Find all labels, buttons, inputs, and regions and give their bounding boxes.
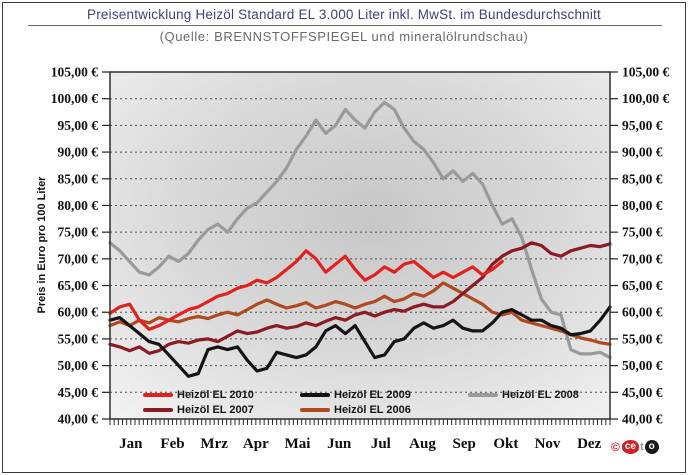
month-label: Nov xyxy=(535,436,561,452)
legend: Heizöl EL 2010 Heizöl EL 2009 Heizöl EL … xyxy=(143,388,618,416)
series-line-2006 xyxy=(108,281,612,346)
copyright-icon: © xyxy=(611,440,620,454)
y-tick-label-left: 50,00 € xyxy=(58,358,99,373)
y-tick-label-right: 65,00 € xyxy=(622,278,663,293)
month-label: Jul xyxy=(371,436,391,452)
y-tick-label-left: 80,00 € xyxy=(58,198,99,213)
month-label: Aug xyxy=(409,436,436,452)
month-label: Jan xyxy=(119,436,143,452)
y-tick-label-left: 45,00 € xyxy=(58,385,99,400)
legend-swatch-2007-icon xyxy=(143,407,173,412)
y-tick-label-right: 100,00 € xyxy=(622,91,670,106)
legend-label-2006: Heizöl EL 2006 xyxy=(334,403,411,416)
plot-frame xyxy=(109,71,611,420)
legend-label-2008: Heizöl EL 2008 xyxy=(502,388,579,401)
legend-label-2007: Heizöl EL 2007 xyxy=(177,403,254,416)
y-tick-label-right: 75,00 € xyxy=(622,225,663,240)
series-line-2010 xyxy=(108,249,504,331)
y-tick-label-left: 85,00 € xyxy=(58,171,99,186)
month-label: Apr xyxy=(243,436,269,452)
series-line-2007 xyxy=(108,241,612,355)
price-line-chart: 105,00 € 105,00 € 100,00 € 100,00 € 95,00 € 9… xyxy=(51,65,670,453)
month-label: Sep xyxy=(452,436,475,452)
legend-swatch-2009-icon xyxy=(300,392,330,397)
legend-swatch-2008-icon xyxy=(468,392,498,397)
page-subtitle: (Quelle: BRENNSTOFFSPIEGEL und mineralöl… xyxy=(159,29,529,44)
y-tick-label-left: 40,00 € xyxy=(58,412,99,427)
month-label: Okt xyxy=(493,436,518,452)
legend-swatch-2010-icon xyxy=(143,392,173,397)
logo-ce-badge: ce xyxy=(621,440,639,454)
y-tick-label-left: 105,00 € xyxy=(51,65,99,80)
legend-item-heizoel-el-2009: Heizöl EL 2009 xyxy=(300,388,468,401)
y-tick-label-left: 65,00 € xyxy=(58,278,99,293)
legend-item-heizoel-el-2008: Heizöl EL 2008 xyxy=(468,388,618,401)
series-line-2009 xyxy=(108,305,612,378)
y-tick-label-right: 40,00 € xyxy=(622,412,663,427)
y-tick-label-left: 90,00 € xyxy=(58,145,99,160)
legend-item-heizoel-el-2006: Heizöl EL 2006 xyxy=(300,403,468,416)
month-label: Feb xyxy=(160,436,184,452)
y-tick-label-right: 80,00 € xyxy=(622,198,663,213)
y-tick-label-right: 60,00 € xyxy=(622,305,663,320)
legend-item-heizoel-el-2010: Heizöl EL 2010 xyxy=(143,388,300,401)
title-underline xyxy=(28,25,662,26)
y-tick-label-left: 95,00 € xyxy=(58,118,99,133)
y-tick-label-right: 95,00 € xyxy=(622,118,663,133)
y-tick-label-right: 50,00 € xyxy=(622,358,663,373)
y-tick-label-right: 105,00 € xyxy=(622,65,670,80)
month-label: Dez xyxy=(577,436,601,452)
legend-swatch-2006-icon xyxy=(300,407,330,412)
logo-t: t xyxy=(639,441,644,453)
y-tick-label-right: 55,00 € xyxy=(622,331,663,346)
month-label: Jun xyxy=(327,436,352,452)
legend-item-heizoel-el-2007: Heizöl EL 2007 xyxy=(143,403,300,416)
month-label: Mrz xyxy=(200,436,228,452)
y-tick-label-left: 75,00 € xyxy=(58,225,99,240)
ceto-logo: © ce t o xyxy=(611,438,659,456)
page-title: Preisentwicklung Heizöl Standard EL 3.00… xyxy=(87,7,601,22)
y-tick-label-left: 55,00 € xyxy=(58,331,99,346)
month-label: Mai xyxy=(285,436,311,452)
y-tick-label-left: 60,00 € xyxy=(58,305,99,320)
y-tick-label-left: 100,00 € xyxy=(51,91,99,106)
y-tick-label-left: 70,00 € xyxy=(58,251,99,266)
logo-o-badge: o xyxy=(644,440,659,454)
series-line-2008 xyxy=(108,100,612,360)
y-tick-label-right: 85,00 € xyxy=(622,171,663,186)
y-tick-label-right: 70,00 € xyxy=(622,251,663,266)
y-tick-label-right: 90,00 € xyxy=(622,145,663,160)
y-tick-label-right: 45,00 € xyxy=(622,385,663,400)
legend-label-2009: Heizöl EL 2009 xyxy=(334,388,411,401)
legend-label-2010: Heizöl EL 2010 xyxy=(177,388,254,401)
